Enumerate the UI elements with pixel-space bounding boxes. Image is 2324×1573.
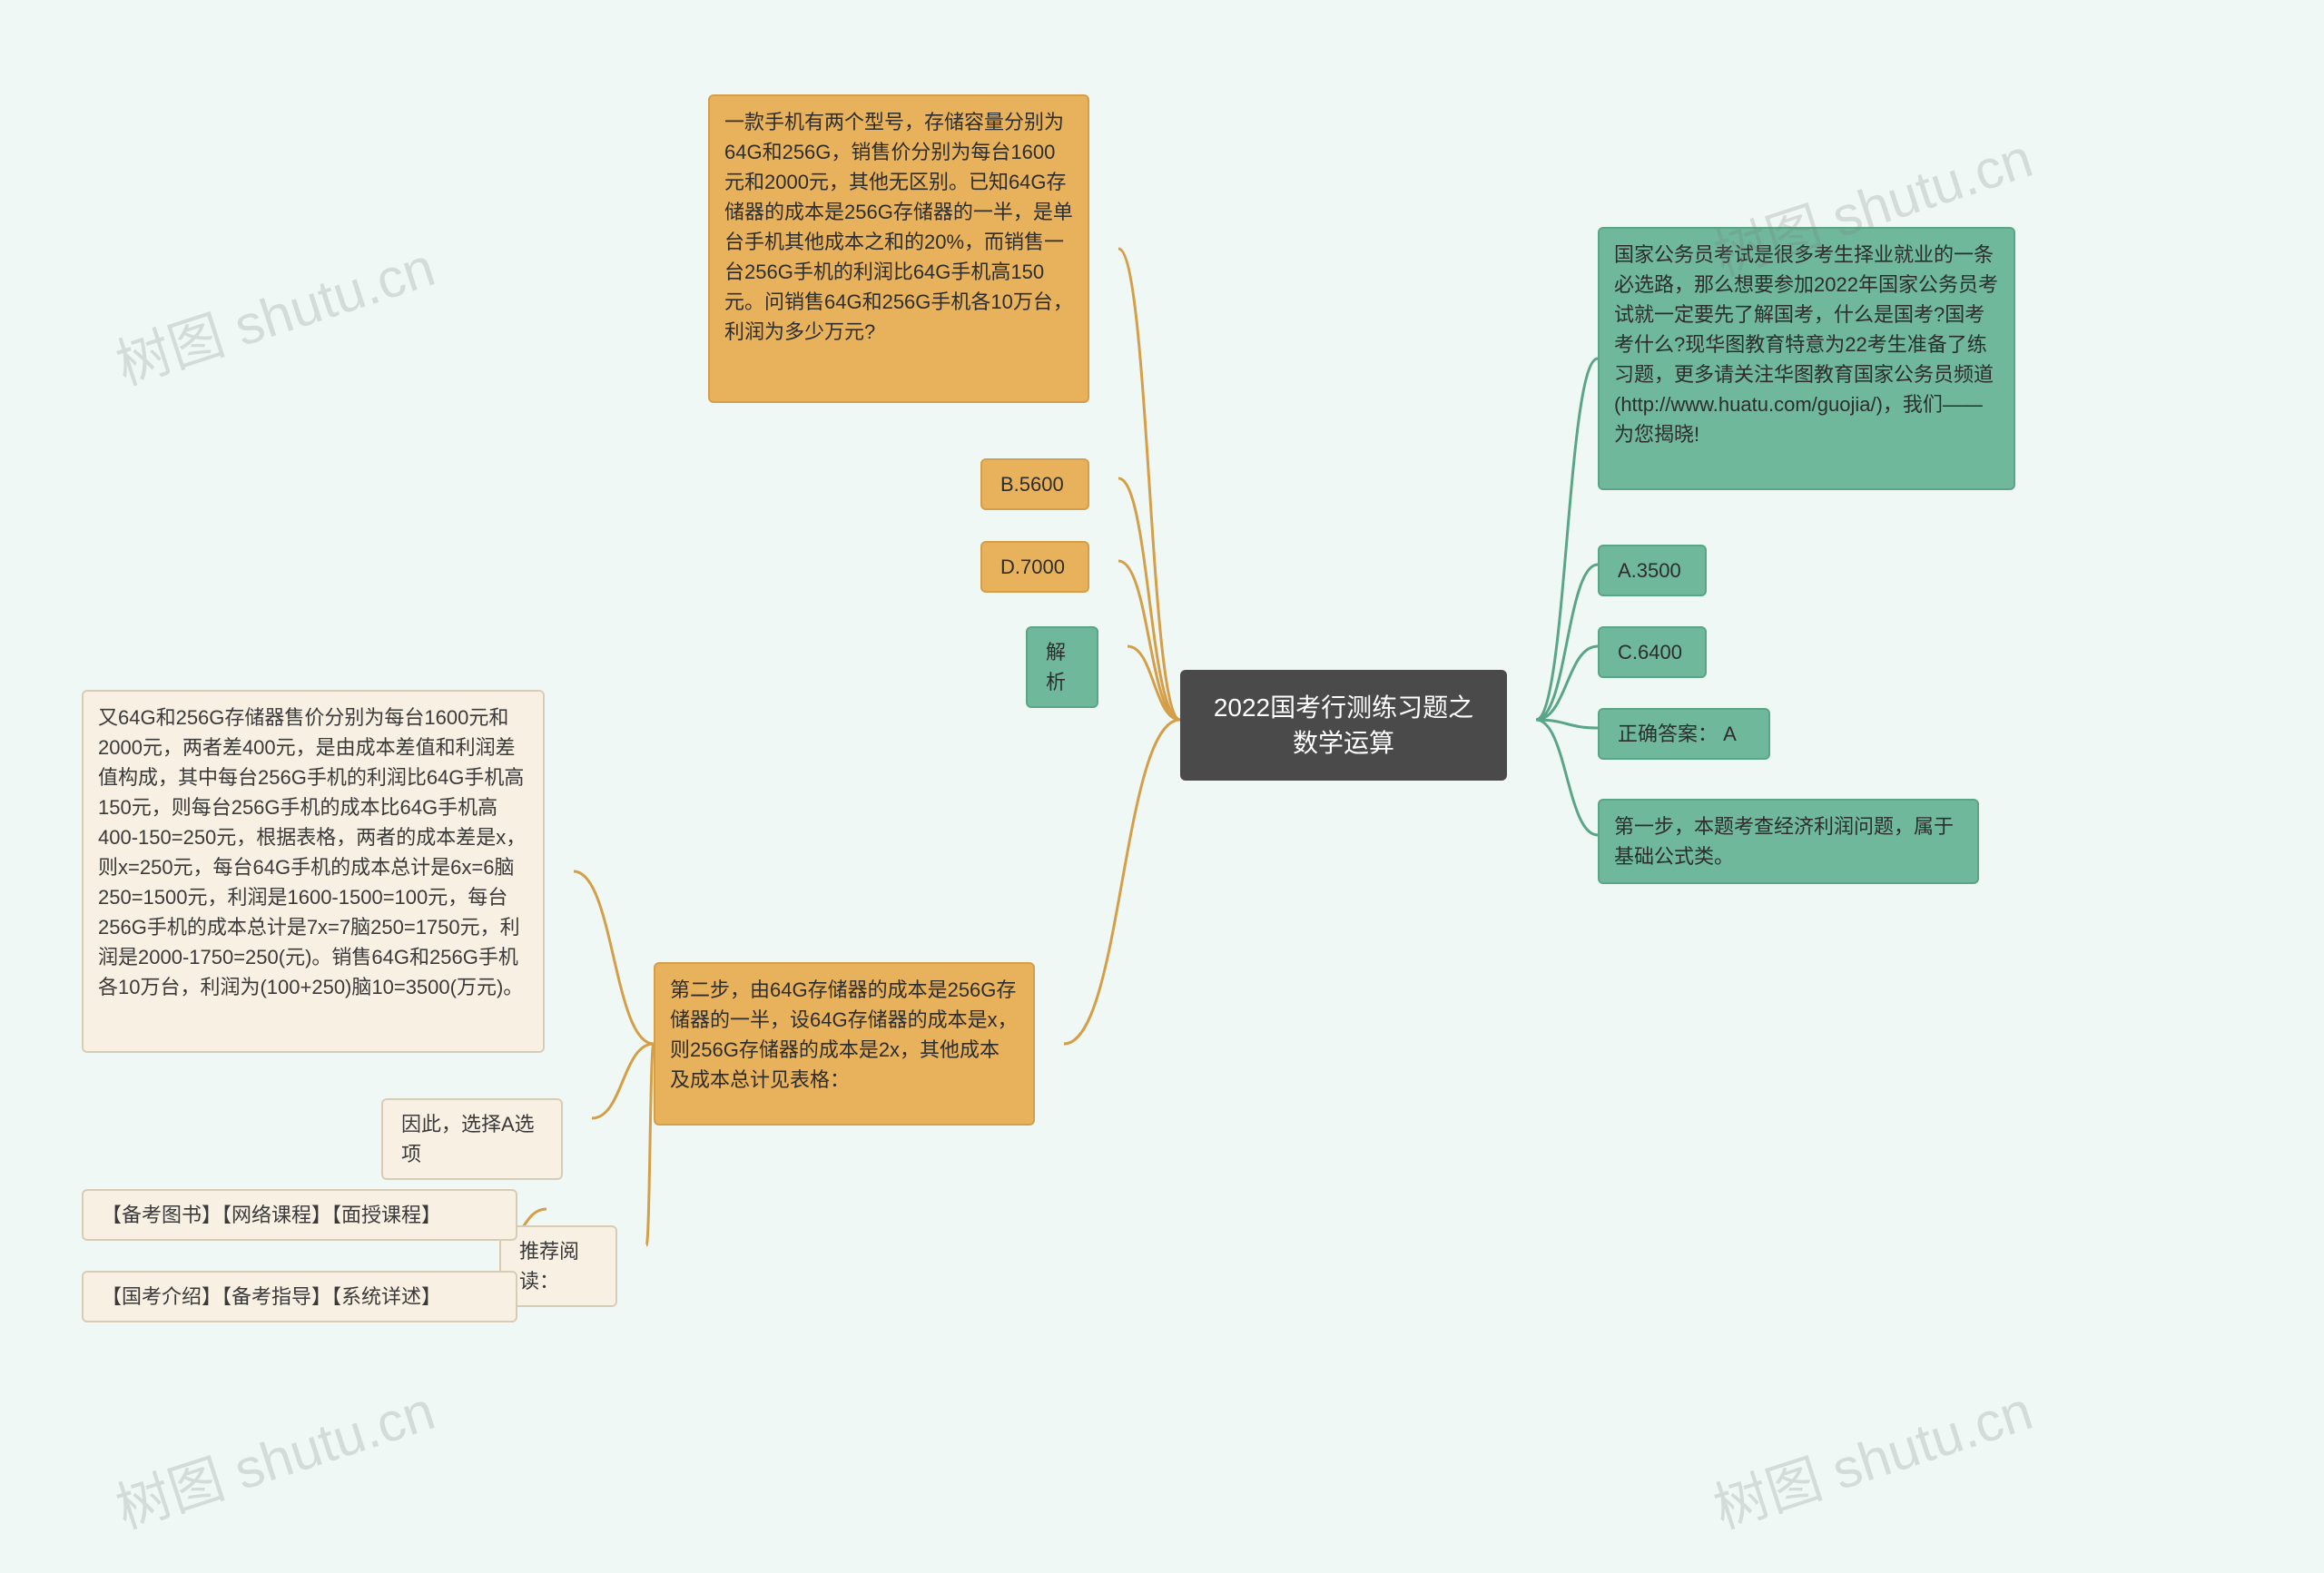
watermark: 树图 shutu.cn bbox=[104, 1367, 443, 1544]
therefore-text: 因此，选择A选项 bbox=[381, 1098, 563, 1180]
step1-text: 第一步，本题考查经济利润问题，属于基础公式类。 bbox=[1598, 799, 1979, 884]
option-c: C.6400 bbox=[1598, 626, 1707, 678]
step2-text: 第二步，由64G存储器的成本是256G存储器的一半，设64G存储器的成本是x，则… bbox=[654, 962, 1035, 1126]
option-d: D.7000 bbox=[980, 541, 1089, 593]
option-a: A.3500 bbox=[1598, 545, 1707, 596]
explanation-text: 又64G和256G存储器售价分别为每台1600元和2000元，两者差400元，是… bbox=[82, 690, 545, 1053]
recommend-line-1: 【备考图书】【网络课程】【面授课程】 bbox=[82, 1189, 517, 1241]
analysis-label: 解析 bbox=[1026, 626, 1098, 708]
option-b: B.5600 bbox=[980, 458, 1089, 510]
question-text: 一款手机有两个型号，存储容量分别为64G和256G，销售价分别为每台1600元和… bbox=[708, 94, 1089, 403]
correct-answer: 正确答案： A bbox=[1598, 708, 1770, 760]
recommend-line-2: 【国考介绍】【备考指导】【系统详述】 bbox=[82, 1271, 517, 1322]
watermark: 树图 shutu.cn bbox=[104, 223, 443, 400]
intro-text: 国家公务员考试是很多考生择业就业的一条必选路，那么想要参加2022年国家公务员考… bbox=[1598, 227, 2015, 490]
root-node: 2022国考行测练习题之数学运算 bbox=[1180, 670, 1507, 781]
watermark: 树图 shutu.cn bbox=[1702, 1367, 2041, 1544]
